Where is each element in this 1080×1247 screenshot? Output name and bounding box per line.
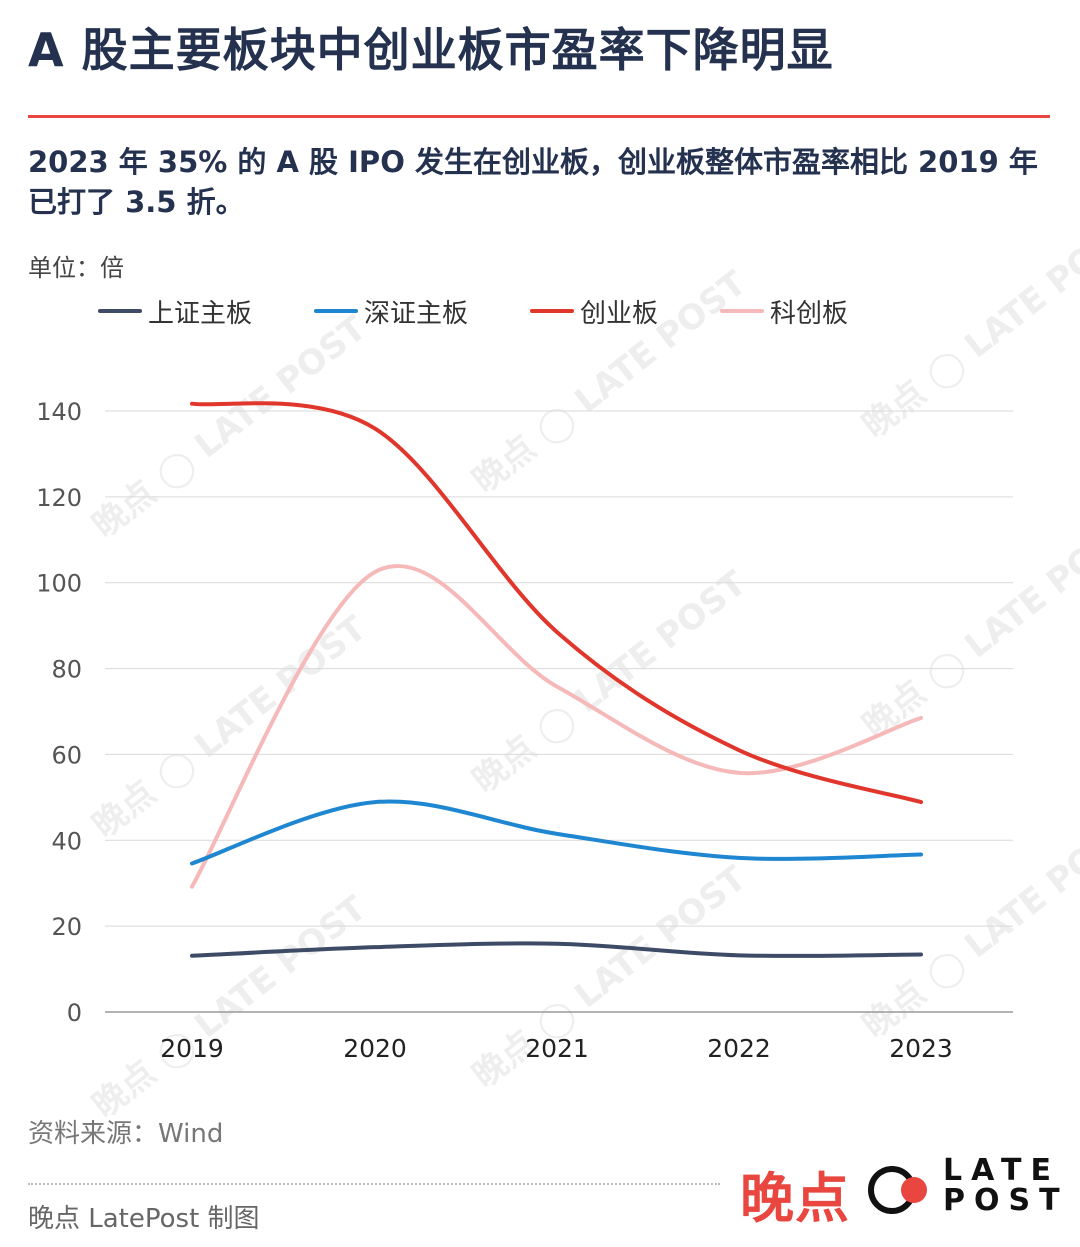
legend-swatch [720,309,765,313]
y-tick-label: 20 [51,913,82,941]
brand-circle-icon [868,1166,927,1214]
series-line [190,941,923,958]
brand-logo: 晚点 LATE POST [740,1150,1060,1231]
series-line [190,563,923,889]
y-tick-label: 0 [67,999,82,1027]
y-tick-label: 80 [51,656,82,684]
x-tick-label: 2020 [343,1034,407,1063]
y-tick-label: 140 [36,398,82,426]
y-tick-label: 60 [51,741,82,769]
x-tick-label: 2023 [889,1034,953,1063]
series-line [190,799,923,866]
chart-subtitle: 2023 年 35% 的 A 股 IPO 发生在创业板，创业板整体市盈率相比 2… [28,145,1038,219]
legend-swatch [98,309,142,313]
title-divider [28,115,1050,118]
x-tick-label: 2021 [525,1034,589,1063]
legend-label: 创业板 [580,298,659,329]
x-tick-label: 2019 [160,1034,224,1063]
unit-label: 单位：倍 [28,254,124,282]
legend-swatch [314,309,359,313]
brand-name-en-line1: LATE [943,1153,1060,1188]
legend-label: 深证主板 [364,298,469,329]
data-source: 资料来源：Wind [28,1119,224,1149]
footer-credit: 晚点 LatePost 制图 [28,1204,260,1234]
y-tick-label: 120 [36,484,82,512]
legend-label: 上证主板 [148,298,253,329]
y-tick-label: 40 [51,827,82,855]
brand-name-en: LATE POST [943,1156,1069,1216]
legend-label: 科创板 [770,298,849,329]
y-tick-label: 100 [36,570,82,598]
footer-divider [28,1183,720,1185]
brand-name-cn: 晚点 [740,1167,850,1230]
x-tick-label: 2022 [707,1034,771,1063]
legend-item: 科创板 [720,294,849,329]
series-line [190,401,923,805]
legend-item: 深证主板 [314,294,469,329]
brand-name-en-line2: POST [943,1183,1069,1218]
chart-title: A 股主要板块中创业板市盈率下降明显 [28,23,834,77]
legend-item: 上证主板 [98,294,253,329]
legend-swatch [530,309,575,313]
legend: 上证主板 深证主板 创业板 科创板 [98,294,910,329]
legend-item: 创业板 [530,294,659,329]
